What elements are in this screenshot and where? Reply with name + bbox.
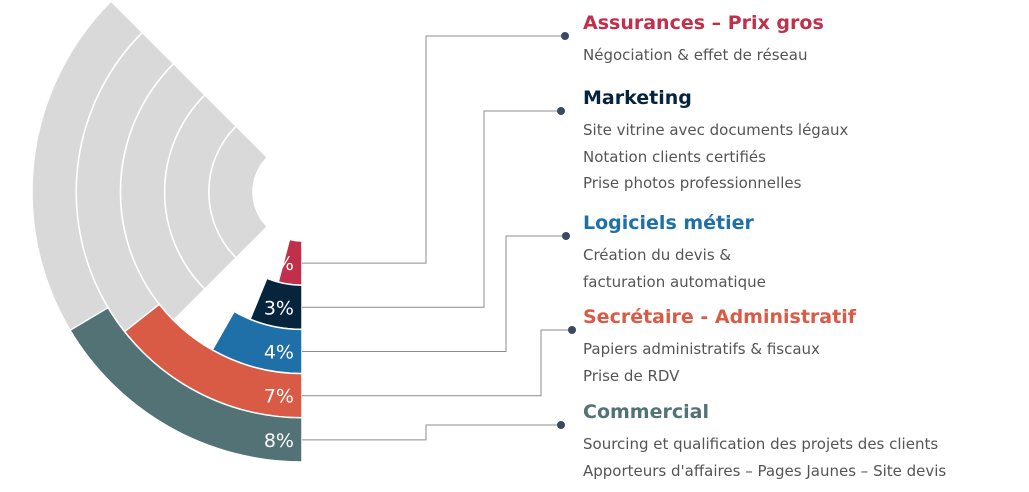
bar-value-label: 4% xyxy=(264,342,294,364)
connector-line xyxy=(302,329,572,397)
connector-line xyxy=(302,110,561,308)
ring-track xyxy=(31,0,144,384)
bar-value-label: 2% xyxy=(264,253,294,275)
legend-title: Commercial xyxy=(583,401,709,423)
ring-bar xyxy=(69,306,303,463)
legend-title: Logiciels métier xyxy=(583,212,754,234)
connector-line xyxy=(302,235,566,352)
legend-description-line: Négociation & effet de réseau xyxy=(583,46,808,64)
legend-description-line: Site vitrine avec documents légaux xyxy=(583,121,849,139)
legend-description-line: Prise photos professionnelles xyxy=(583,174,802,192)
legend-description-line: Papiers administratifs & fiscaux xyxy=(583,340,820,358)
legend-description-line: Création du devis & xyxy=(583,246,732,264)
legend-item: Logiciels métier Création du devis & factu… xyxy=(583,211,766,295)
legend-title: Assurances – Prix gros xyxy=(583,12,824,34)
legend-description-line: Prise de RDV xyxy=(583,366,680,385)
legend-description-line: Sourcing et qualification des projets de… xyxy=(583,435,939,453)
legend-description-line: Apporteurs d'affaires – Pages Jaunes – S… xyxy=(583,461,947,480)
legend-description-line: facturation automatique xyxy=(583,272,766,291)
legend-description-line: Notation clients certifiés xyxy=(583,147,766,166)
bar-value-label: 8% xyxy=(264,430,294,452)
legend-title: Secrétaire - Administratif xyxy=(583,306,856,328)
legend-title: Marketing xyxy=(583,87,692,109)
legend-bullet xyxy=(557,107,565,115)
legend-bullet xyxy=(568,326,576,334)
connector-line xyxy=(302,424,561,441)
legend-item: Commercial Sourcing et qualification des … xyxy=(583,400,946,484)
legend-bullet xyxy=(561,32,569,40)
bar-value-label: 3% xyxy=(264,297,294,319)
legend-item: Assurances – Prix gros Négociation & effe… xyxy=(583,11,824,69)
connector-line xyxy=(302,35,565,264)
legend-item: Secrétaire - Administratif Papiers admini… xyxy=(583,305,856,389)
bar-value-label: 7% xyxy=(264,386,294,408)
legend-bullet xyxy=(562,232,570,240)
legend-bullet xyxy=(557,421,565,429)
legend-item: Marketing Site vitrine avec documents lég… xyxy=(583,86,848,197)
